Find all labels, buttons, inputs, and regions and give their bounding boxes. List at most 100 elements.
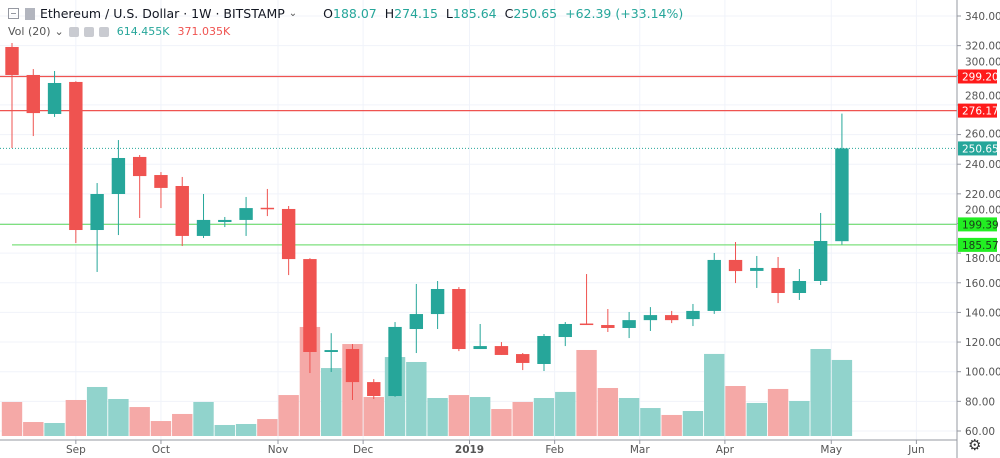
volume-bar <box>65 399 87 436</box>
ohlc-close-value: 250.65 <box>513 6 558 21</box>
ohlc-low-value: 185.64 <box>452 6 497 21</box>
candle <box>707 252 721 314</box>
gear-icon[interactable]: ⚙ <box>968 436 982 454</box>
ohlc-close-key: C <box>504 6 514 21</box>
time-tick-label: Feb <box>545 444 564 456</box>
candle-body <box>26 74 40 114</box>
volume-bar <box>427 398 448 436</box>
volume-label[interactable]: Vol (20) <box>8 25 51 38</box>
candle-body <box>345 349 360 383</box>
time-tick-label: Nov <box>268 444 289 456</box>
candle <box>813 212 828 286</box>
volume-bar <box>597 387 619 436</box>
candle <box>750 255 764 288</box>
symbol-legend: Ethereum / U.S. Dollar · 1W · BITSTAMP ⌄… <box>8 6 683 21</box>
volume-bar <box>555 391 576 436</box>
candle <box>303 258 317 374</box>
time-tick-label: Sep <box>66 444 86 456</box>
ohlc-high-key: H <box>384 6 395 21</box>
candle-body <box>813 240 828 281</box>
candle-body <box>260 207 275 210</box>
candle <box>154 172 168 209</box>
volume-bar <box>406 361 427 436</box>
candle-body <box>367 382 381 397</box>
candle <box>175 176 189 247</box>
volume-bar <box>618 398 640 436</box>
candle-body <box>750 267 764 271</box>
candle <box>643 307 658 331</box>
candle-body <box>771 267 785 294</box>
time-tick-label: 2019 <box>455 444 484 456</box>
candle-body <box>473 346 487 350</box>
candle <box>132 155 147 219</box>
volume-bar <box>725 386 746 436</box>
ohlc-close: C250.65 <box>505 6 557 21</box>
candle-body <box>494 346 509 355</box>
candle-body <box>430 289 445 315</box>
volume-bar <box>810 348 831 436</box>
candle-body <box>154 175 168 188</box>
chevron-down-icon[interactable]: ⌄ <box>54 25 64 38</box>
volume-bar <box>469 397 491 436</box>
volume-bar <box>214 424 235 436</box>
candle <box>218 216 232 228</box>
time-tick-label: May <box>820 444 842 456</box>
volume-bar <box>193 401 214 436</box>
price-tick-label: 240.00 <box>965 159 1000 171</box>
price-tag-label: 199.39 <box>962 219 999 231</box>
ohlc-open: O188.07 <box>323 6 377 21</box>
candle <box>26 69 40 137</box>
symbol-title[interactable]: Ethereum / U.S. Dollar · 1W · BITSTAMP <box>40 6 285 21</box>
candle-body <box>601 325 615 328</box>
candle <box>473 323 487 350</box>
candle-body <box>516 354 530 363</box>
candle <box>494 342 509 355</box>
candle <box>5 42 19 149</box>
settings-icon[interactable] <box>83 26 94 37</box>
price-tag-last_price <box>958 141 997 156</box>
candle-body <box>409 314 424 330</box>
ohlc-values: O188.07 H274.15 L185.64 C250.65 +62.39 (… <box>323 6 683 21</box>
volume-bar <box>682 411 704 436</box>
candle <box>90 183 104 272</box>
candle <box>537 334 551 371</box>
candle-body <box>558 323 572 338</box>
volume-bar <box>235 423 257 436</box>
volume-bar <box>661 414 682 436</box>
price-tick-label: 80.00 <box>965 396 995 408</box>
volume-bar <box>129 407 150 436</box>
time-tick-label: Oct <box>152 444 170 456</box>
volume-bar <box>491 409 512 436</box>
price-tag-label: 299.20 <box>962 71 999 83</box>
volume-bar <box>767 388 789 436</box>
volume-bar <box>257 419 278 436</box>
candle-body <box>537 335 551 364</box>
volume-bar <box>278 395 299 436</box>
chevron-down-icon[interactable]: ⌄ <box>288 8 298 19</box>
volume-bar <box>831 359 853 436</box>
volume-legend: Vol (20) ⌄ 614.455K 371.035K <box>8 25 230 38</box>
candle-body <box>5 46 19 75</box>
collapse-icon[interactable] <box>8 8 19 19</box>
candle <box>516 353 530 371</box>
price-change: +62.39 (+33.14%) <box>565 6 684 21</box>
close-icon[interactable] <box>98 26 109 37</box>
candle-body <box>132 156 147 177</box>
candle-body <box>707 259 721 311</box>
ohlc-open-key: O <box>323 6 334 21</box>
eye-icon[interactable] <box>68 26 79 37</box>
volume-bar <box>150 421 172 436</box>
price-tick-label: 200.00 <box>965 204 1000 216</box>
candle <box>728 242 743 284</box>
candle-body <box>47 82 62 114</box>
price-tick-label: 160.00 <box>965 278 1000 290</box>
volume-bar <box>576 349 597 436</box>
candle <box>792 268 807 300</box>
time-tick-label: Mar <box>630 444 650 456</box>
price-tick-label: 300.00 <box>965 56 1000 68</box>
price-tick-label: 100.00 <box>965 367 1000 379</box>
candle <box>601 309 615 332</box>
volume-bar <box>448 395 470 436</box>
volume-bar <box>321 368 342 436</box>
